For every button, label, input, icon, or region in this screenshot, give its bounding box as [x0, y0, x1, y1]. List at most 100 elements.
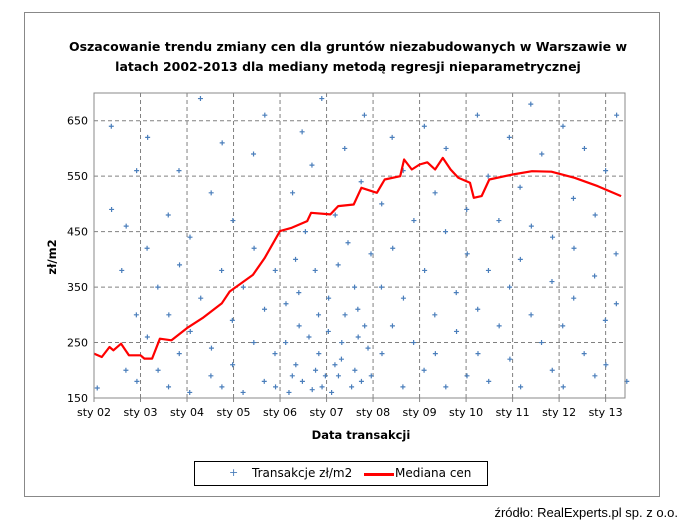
x-tick-label: sty 02	[77, 406, 111, 419]
scatter-point	[581, 351, 587, 357]
scatter-point	[365, 345, 371, 351]
scatter-point	[272, 267, 278, 273]
scatter-point	[144, 334, 150, 340]
y-tick-label: 450	[67, 226, 88, 239]
scatter-point	[133, 312, 139, 318]
scatter-point	[342, 312, 348, 318]
scatter-point	[486, 378, 492, 384]
y-tick-label: 150	[67, 392, 88, 405]
scatter-point	[219, 384, 225, 390]
scatter-point	[198, 295, 204, 301]
scatter-point	[560, 384, 566, 390]
scatter-point	[302, 229, 308, 235]
gridlines	[94, 93, 625, 398]
scatter-point	[208, 345, 214, 351]
chart-svg: Oszacowanie trendu zmiany cen dla gruntó…	[45, 39, 630, 442]
scatter-point	[528, 101, 534, 107]
scatter-point	[422, 267, 428, 273]
scatter-point	[411, 218, 417, 224]
scatter-point	[155, 367, 161, 373]
scatter-point	[421, 123, 427, 129]
scatter-point	[474, 112, 480, 118]
scatter-point	[355, 334, 361, 340]
scatter-point	[345, 240, 351, 246]
scatter-point	[453, 290, 459, 296]
scatter-point	[362, 323, 368, 329]
scatter-point	[309, 387, 315, 393]
scatter-point	[332, 362, 338, 368]
scatter-points	[94, 96, 630, 395]
x-tick-label: sty 04	[170, 406, 204, 419]
scatter-point	[379, 351, 385, 357]
scatter-point	[187, 328, 193, 334]
scatter-point	[94, 385, 100, 391]
legend: + Transakcje zł/m2 Mediana cen	[194, 461, 488, 486]
scatter-point	[176, 168, 182, 174]
scatter-point	[613, 301, 619, 307]
x-tick-label: sty 13	[589, 406, 623, 419]
scatter-point	[358, 179, 364, 185]
y-tick-label: 250	[67, 337, 88, 350]
chart-area: Oszacowanie trendu zmiany cen dla gruntó…	[24, 12, 660, 497]
scatter-point	[316, 351, 322, 357]
scatter-point	[485, 267, 491, 273]
scatter-point	[475, 351, 481, 357]
scatter-point	[262, 306, 268, 312]
y-tick-label: 650	[67, 115, 88, 128]
scatter-point	[325, 328, 331, 334]
scatter-point	[319, 384, 325, 390]
scatter-point	[251, 245, 257, 251]
scatter-point	[299, 129, 305, 135]
scatter-point	[368, 251, 374, 257]
scatter-point	[296, 290, 302, 296]
plot-border	[93, 92, 626, 399]
scatter-point	[290, 190, 296, 196]
scatter-point	[464, 373, 470, 379]
scatter-point	[528, 223, 534, 229]
scatter-point	[571, 295, 577, 301]
scatter-point	[309, 162, 315, 168]
scatter-point	[507, 356, 513, 362]
scatter-point	[571, 245, 577, 251]
scatter-point	[332, 212, 338, 218]
scatter-point	[329, 389, 335, 395]
scatter-point	[312, 267, 318, 273]
scatter-point	[251, 151, 257, 157]
scatter-point	[518, 384, 524, 390]
scatter-point	[240, 389, 246, 395]
scatter-point	[166, 312, 172, 318]
scatter-point	[145, 134, 151, 140]
scatter-point	[313, 367, 319, 373]
scatter-point	[517, 256, 523, 262]
x-tick-label: sty 11	[496, 406, 530, 419]
scatter-point	[390, 245, 396, 251]
scatter-point	[335, 262, 341, 268]
scatter-point	[358, 378, 364, 384]
scatter-point	[517, 184, 523, 190]
scatter-point	[316, 312, 322, 318]
scatter-point	[602, 317, 608, 323]
chart-title-line-1: Oszacowanie trendu zmiany cen dla gruntó…	[69, 39, 628, 54]
scatter-point	[240, 284, 246, 290]
scatter-point	[108, 123, 114, 129]
x-tick-label: sty 12	[542, 406, 576, 419]
scatter-point	[272, 351, 278, 357]
scatter-point	[289, 373, 295, 379]
scatter-point	[389, 323, 395, 329]
scatter-point	[230, 362, 236, 368]
scatter-point	[229, 317, 235, 323]
scatter-point	[296, 323, 302, 329]
x-tick-label: sty 08	[356, 406, 390, 419]
scatter-point	[549, 367, 555, 373]
scatter-point	[319, 96, 325, 102]
scatter-point	[432, 351, 438, 357]
scatter-point	[368, 373, 374, 379]
scatter-point	[592, 212, 598, 218]
y-axis-label: zł/m2	[45, 239, 59, 274]
plus-marker-icon: +	[229, 466, 239, 479]
scatter-point	[603, 168, 609, 174]
y-tick-labels: 150 250 350 450 550 650	[67, 115, 88, 405]
scatter-point	[506, 134, 512, 140]
y-tick-label: 350	[67, 281, 88, 294]
scatter-point	[352, 367, 358, 373]
